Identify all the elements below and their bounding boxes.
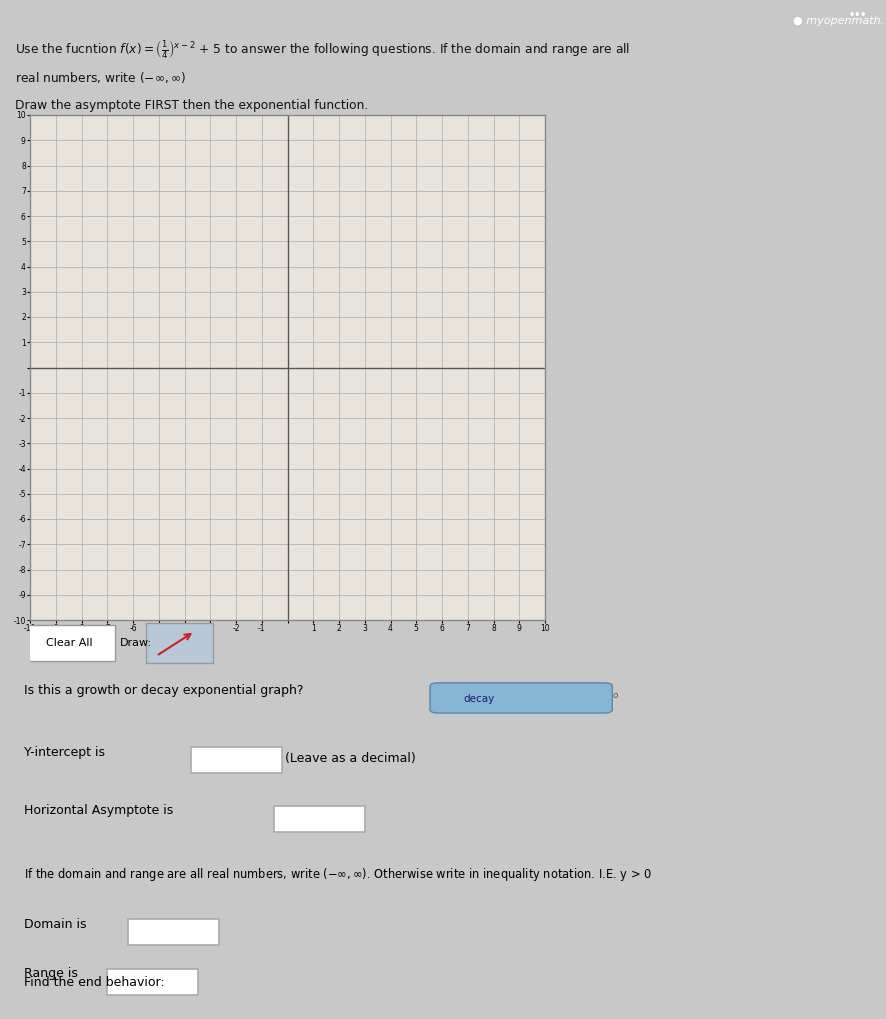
Text: Range is: Range is — [25, 967, 78, 980]
FancyBboxPatch shape — [107, 969, 198, 995]
FancyBboxPatch shape — [430, 683, 612, 713]
FancyBboxPatch shape — [25, 625, 115, 661]
Text: Clear All: Clear All — [46, 638, 93, 647]
FancyBboxPatch shape — [128, 919, 219, 946]
FancyBboxPatch shape — [274, 806, 365, 832]
FancyBboxPatch shape — [191, 748, 283, 773]
Text: Find the end behavior:: Find the end behavior: — [25, 976, 165, 989]
Text: •••: ••• — [848, 9, 867, 19]
Text: Horizontal Asymptote is: Horizontal Asymptote is — [25, 804, 174, 817]
Text: If the domain and range are all real numbers, write $(-\infty,\infty)$. Otherwis: If the domain and range are all real num… — [25, 866, 653, 883]
Text: ● myopenmath.: ● myopenmath. — [793, 16, 884, 26]
Text: Is this a growth or decay exponential graph?: Is this a growth or decay exponential gr… — [25, 684, 304, 697]
Text: Draw the asymptote FIRST then the exponential function.: Draw the asymptote FIRST then the expone… — [15, 99, 369, 112]
Text: (Leave as a decimal): (Leave as a decimal) — [285, 752, 416, 765]
Text: Y-intercept is: Y-intercept is — [25, 746, 105, 759]
Text: Domain is: Domain is — [25, 918, 87, 930]
Text: Draw:: Draw: — [120, 638, 152, 647]
Text: real numbers, write $(-\infty,\infty)$: real numbers, write $(-\infty,\infty)$ — [15, 69, 186, 85]
Text: Use the fucntion $f(x) = \left(\frac{1}{4}\right)^{x-2}$ $+\ 5$ to answer the fo: Use the fucntion $f(x) = \left(\frac{1}{… — [15, 39, 630, 60]
FancyBboxPatch shape — [146, 623, 213, 663]
Text: o: o — [612, 691, 618, 700]
Text: decay: decay — [463, 694, 494, 704]
